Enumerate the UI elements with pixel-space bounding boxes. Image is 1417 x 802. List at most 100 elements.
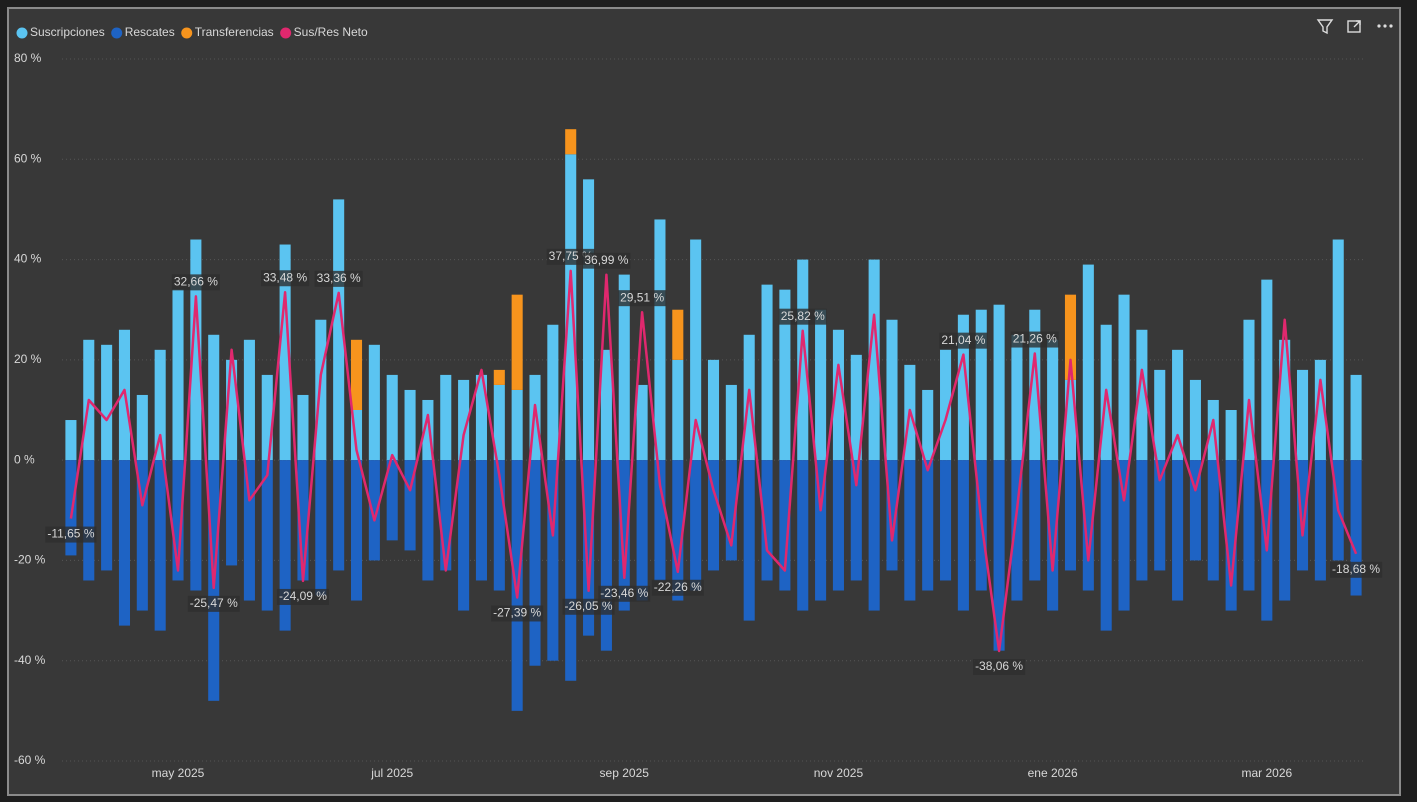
legend-label: Suscripciones xyxy=(30,25,105,39)
data-label-bg xyxy=(939,332,988,349)
bar xyxy=(1029,460,1041,581)
bar xyxy=(1279,339,1291,461)
data-label: -26,05 % xyxy=(565,599,613,613)
bar xyxy=(1154,460,1166,571)
bar xyxy=(583,179,595,461)
bar xyxy=(368,460,380,561)
legend-item: Rescates xyxy=(111,25,175,39)
bar xyxy=(350,410,363,461)
bar xyxy=(1172,460,1184,601)
data-label-bg xyxy=(45,526,97,543)
data-label: 21,26 % xyxy=(1013,332,1057,346)
bar xyxy=(333,460,345,571)
bar xyxy=(1296,460,1309,571)
data-label-bg xyxy=(171,274,220,291)
filter-icon[interactable] xyxy=(1316,19,1334,35)
plot-area: -60 % -40 % -20 % 0 % 20 % 40 % 60 % 80 % may 20… xyxy=(14,51,1383,780)
bar xyxy=(493,369,505,385)
bar xyxy=(333,199,345,461)
bar xyxy=(975,309,987,461)
x-tick-label: nov 2025 xyxy=(814,766,864,780)
bar xyxy=(458,460,470,611)
bar xyxy=(993,304,1005,461)
bar xyxy=(547,324,559,461)
focus-icon[interactable] xyxy=(1347,20,1361,33)
bar xyxy=(422,399,434,461)
x-tick-label: sep 2025 xyxy=(600,766,650,780)
bar xyxy=(672,359,684,461)
bar xyxy=(725,460,737,561)
y-tick-label: 0 % xyxy=(14,452,35,466)
bar xyxy=(297,394,309,461)
bar xyxy=(832,329,844,461)
bar xyxy=(511,389,523,461)
bar xyxy=(565,129,577,155)
bar xyxy=(1154,369,1166,461)
legend-swatch xyxy=(16,27,28,39)
bar xyxy=(797,259,809,461)
bar xyxy=(1261,279,1273,461)
more-options-icon[interactable] xyxy=(1377,24,1393,28)
bar xyxy=(993,460,1005,651)
bar xyxy=(1011,460,1023,601)
bar xyxy=(779,460,791,591)
bar xyxy=(815,460,827,601)
y-tick-label: 40 % xyxy=(14,252,42,266)
bar xyxy=(904,460,916,601)
data-label-bg xyxy=(261,270,310,287)
bar xyxy=(636,460,648,601)
bar xyxy=(636,384,648,461)
bar xyxy=(940,349,952,461)
data-label: -25,47 % xyxy=(190,596,238,610)
bar xyxy=(243,460,255,601)
bar xyxy=(172,460,184,581)
data-label-bg xyxy=(491,605,544,622)
bar xyxy=(922,389,934,461)
data-label: 25,82 % xyxy=(781,309,825,323)
data-label: -38,06 % xyxy=(975,659,1023,673)
bar xyxy=(475,374,487,461)
bar xyxy=(707,359,720,461)
bar xyxy=(1332,239,1344,461)
data-label: 37,75 % xyxy=(549,249,593,263)
bar xyxy=(1118,294,1130,461)
bar xyxy=(1207,460,1219,581)
bar xyxy=(600,460,612,651)
data-label: 21,04 % xyxy=(941,333,985,347)
bar xyxy=(190,239,202,461)
bar xyxy=(1064,294,1077,380)
bar xyxy=(101,460,113,571)
bar xyxy=(547,460,559,661)
bar xyxy=(190,460,202,591)
bar xyxy=(404,460,416,551)
bar xyxy=(368,344,380,461)
bar xyxy=(404,389,416,461)
bar xyxy=(1100,460,1112,631)
y-tick-label: -40 % xyxy=(14,653,46,667)
bar xyxy=(1118,460,1130,611)
bar xyxy=(850,354,862,461)
bar xyxy=(1296,369,1309,461)
bar xyxy=(618,274,630,461)
bar xyxy=(440,460,452,571)
legend: Suscripciones Rescates Transferencias Sus/R… xyxy=(16,25,368,39)
bar xyxy=(1350,374,1362,461)
legend-swatch xyxy=(181,27,193,39)
data-label-bg xyxy=(276,588,329,605)
legend-swatch xyxy=(280,27,292,39)
bar xyxy=(957,314,969,461)
bar xyxy=(101,344,113,461)
bar xyxy=(654,219,666,461)
data-label-bg xyxy=(598,585,651,602)
bar xyxy=(654,460,666,581)
bar xyxy=(1136,329,1148,461)
bar xyxy=(279,244,291,461)
bar xyxy=(154,349,166,461)
bar xyxy=(957,460,969,611)
bar xyxy=(1064,379,1077,461)
bar xyxy=(1011,334,1023,461)
legend-label: Transferencias xyxy=(195,25,274,39)
data-label-bg xyxy=(187,595,240,612)
